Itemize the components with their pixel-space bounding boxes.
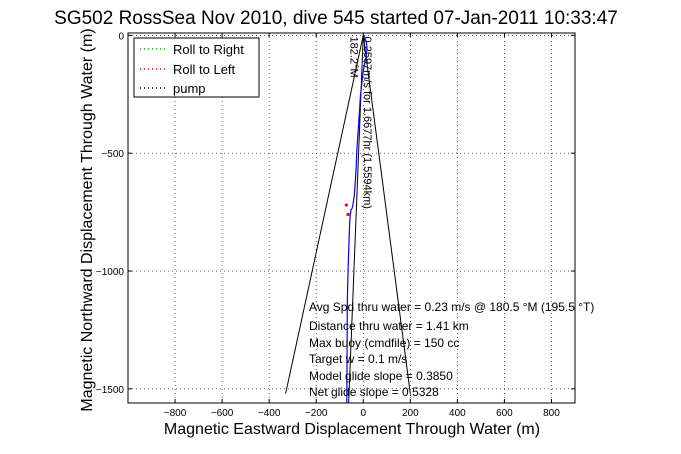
envelope-line xyxy=(362,35,411,394)
track-annotations: 182.2°M 0.2597m/s for 1.6677hr (1.5594km) xyxy=(347,37,373,209)
info-text-block: Avg Spd thru water = 0.23 m/s @ 180.5 °M… xyxy=(309,300,594,399)
x-tick-labels: −800 −600 −400 −200 0 200 400 600 800 xyxy=(164,408,560,419)
legend-label-roll-right: Roll to Right xyxy=(173,42,244,57)
track-line xyxy=(346,34,368,404)
x-tick-label: 200 xyxy=(402,408,419,419)
roll-marker xyxy=(344,203,348,207)
x-tick-label: −400 xyxy=(258,408,281,419)
info-target-w: Target w = 0.1 m/s xyxy=(309,352,407,366)
info-distance: Distance thru water = 1.41 km xyxy=(309,319,469,333)
x-tick-label: −200 xyxy=(305,408,328,419)
plot-frame xyxy=(127,32,576,404)
legend: Roll to Right Roll to Left pump xyxy=(133,37,260,98)
y-tick-label: 0 xyxy=(118,31,124,42)
x-tick-label: 600 xyxy=(496,408,513,419)
track-annotation: 0.2597m/s for 1.6677hr (1.5594km) xyxy=(361,37,373,209)
marker-layer xyxy=(344,203,350,217)
track-annotation: 182.2°M xyxy=(347,37,359,78)
x-tick-label: 400 xyxy=(449,408,466,419)
x-axis-label: Magnetic Eastward Displacement Through W… xyxy=(164,421,540,438)
x-tick-label: −600 xyxy=(211,408,234,419)
y-tick-labels: 0 −500 −1000 −1500 xyxy=(96,31,125,396)
tick-marks xyxy=(128,33,575,403)
series-layer xyxy=(346,34,368,404)
info-model-glide-slope: Model glide slope = 0.3850 xyxy=(309,369,453,383)
x-tick-label: −800 xyxy=(164,408,187,419)
y-tick-label: −1000 xyxy=(96,267,125,278)
info-net-glide-slope: Net glide slope = 0.5328 xyxy=(309,385,439,399)
legend-label-pump: pump xyxy=(173,81,206,96)
envelope-line xyxy=(285,35,364,394)
roll-marker xyxy=(346,212,350,217)
y-tick-label: −1500 xyxy=(96,385,125,396)
y-axis-label: Magnetic Northward Displacement Through … xyxy=(79,28,96,411)
grid-lines xyxy=(128,33,575,403)
legend-label-roll-left: Roll to Left xyxy=(173,62,236,77)
chart-title: SG502 RossSea Nov 2010, dive 545 started… xyxy=(54,8,618,29)
info-max-buoy: Max buoy (cmdfile) = 150 cc xyxy=(309,336,459,350)
info-avg-speed: Avg Spd thru water = 0.23 m/s @ 180.5 °M… xyxy=(309,300,594,314)
y-tick-label: −500 xyxy=(101,149,124,160)
x-tick-label: 800 xyxy=(543,408,560,419)
x-tick-label: 0 xyxy=(360,408,366,419)
legend-box xyxy=(133,37,260,98)
